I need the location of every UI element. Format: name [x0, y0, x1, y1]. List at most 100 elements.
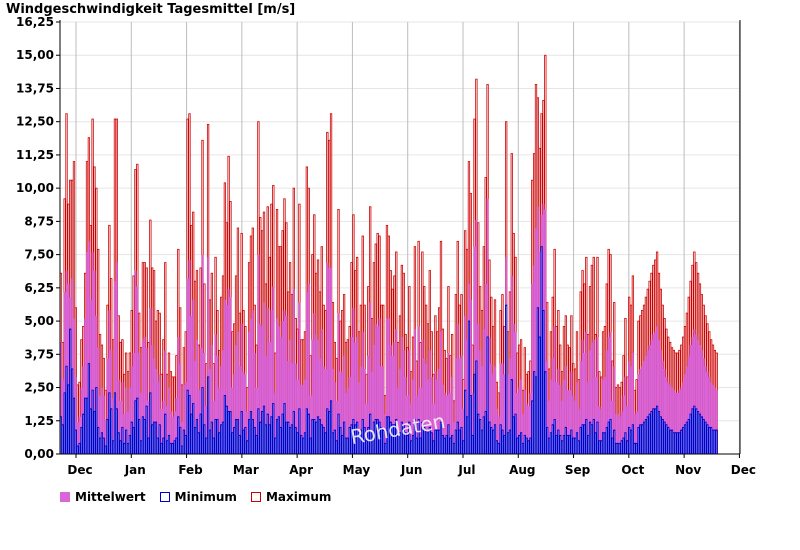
min-bar	[190, 413, 193, 455]
min-bar	[212, 437, 215, 455]
mean-bar	[61, 379, 64, 454]
mean-bar	[661, 360, 664, 454]
mean-bar	[602, 379, 604, 454]
x-tick-label: Oct	[621, 463, 644, 477]
legend-swatch-maximum	[250, 492, 261, 502]
y-tick-label: 13,75	[16, 81, 54, 95]
mean-bar	[60, 342, 62, 454]
min-bar	[290, 424, 294, 455]
mean-bar	[335, 400, 338, 454]
min-bar	[516, 437, 519, 455]
mean-bar	[464, 315, 467, 454]
y-tick-label: 8,75	[24, 214, 54, 228]
min-bar	[231, 432, 234, 455]
mean-bar	[158, 374, 161, 454]
mean-bar	[311, 339, 314, 454]
mean-bar	[669, 384, 672, 454]
mean-bar	[283, 310, 286, 454]
min-bar	[287, 421, 290, 455]
mean-bar	[166, 406, 169, 454]
mean-bar	[710, 382, 713, 454]
mean-bar	[179, 363, 182, 454]
mean-bar	[240, 323, 243, 454]
mean-bar	[350, 337, 353, 454]
mean-bar	[242, 371, 245, 454]
min-bar	[594, 432, 597, 455]
min-bar	[193, 426, 197, 455]
min-bar	[620, 440, 623, 455]
min-bar	[309, 437, 312, 455]
mean-bar	[87, 241, 90, 454]
mean-bar	[235, 345, 237, 454]
mean-bar	[317, 339, 319, 454]
mean-bar	[281, 321, 284, 454]
mean-bar	[604, 376, 606, 454]
mean-bar	[162, 400, 165, 454]
mean-bar	[294, 363, 297, 454]
min-bar	[501, 429, 504, 455]
mean-bar	[400, 337, 403, 454]
mean-bar	[624, 376, 627, 454]
min-bar	[125, 429, 128, 455]
min-bar	[100, 432, 103, 455]
min-bar	[456, 421, 459, 455]
min-bar	[708, 426, 711, 455]
min-bar	[540, 246, 543, 455]
mean-bar	[441, 384, 444, 454]
mean-bar	[332, 368, 334, 454]
min-bar	[549, 432, 552, 455]
mean-bar	[613, 366, 616, 454]
min-bar	[268, 424, 271, 455]
min-bar	[184, 434, 187, 455]
min-bar	[156, 437, 159, 455]
mean-bar	[576, 382, 578, 454]
min-bar	[188, 395, 191, 455]
mean-bar	[590, 342, 593, 454]
min-bar	[339, 426, 342, 455]
mean-bar	[121, 382, 124, 454]
mean-bar	[199, 347, 202, 454]
min-bar	[490, 426, 493, 455]
min-bar	[302, 437, 305, 455]
mean-bar	[209, 368, 211, 454]
y-tick-label: 0,00	[24, 447, 54, 461]
min-bar	[663, 421, 666, 455]
mean-bar	[115, 262, 118, 454]
min-bar	[512, 416, 515, 455]
mean-bar	[499, 363, 502, 454]
mean-bar	[300, 384, 303, 454]
min-bar	[629, 429, 633, 455]
mean-bar	[466, 339, 468, 454]
mean-bar	[438, 368, 441, 454]
mean-bar	[697, 339, 700, 454]
mean-bar	[266, 307, 269, 454]
mean-bar	[587, 382, 590, 454]
mean-bar	[188, 259, 191, 454]
min-bar	[447, 424, 450, 455]
mean-bar	[248, 331, 251, 454]
min-bar	[296, 432, 299, 455]
mean-bar	[220, 366, 223, 454]
mean-bar	[149, 307, 152, 454]
mean-bar	[210, 345, 213, 454]
min-bar	[482, 416, 485, 455]
min-bar	[689, 413, 692, 455]
mean-bar	[330, 267, 332, 454]
mean-bar	[315, 334, 318, 454]
mean-bar	[328, 267, 331, 454]
min-bar	[484, 411, 487, 455]
mean-bar	[222, 350, 224, 454]
mean-bar	[67, 283, 70, 454]
mean-bar	[648, 345, 651, 454]
min-bar	[257, 408, 260, 455]
min-bar	[294, 426, 297, 455]
mean-bar	[168, 387, 170, 454]
mean-bar	[119, 400, 122, 454]
mean-bar	[63, 291, 66, 454]
min-bar	[529, 437, 532, 455]
min-bar	[175, 437, 178, 455]
mean-bar	[516, 392, 519, 454]
mean-bar	[494, 366, 496, 454]
min-bar	[326, 408, 329, 455]
mean-bar	[413, 329, 416, 454]
